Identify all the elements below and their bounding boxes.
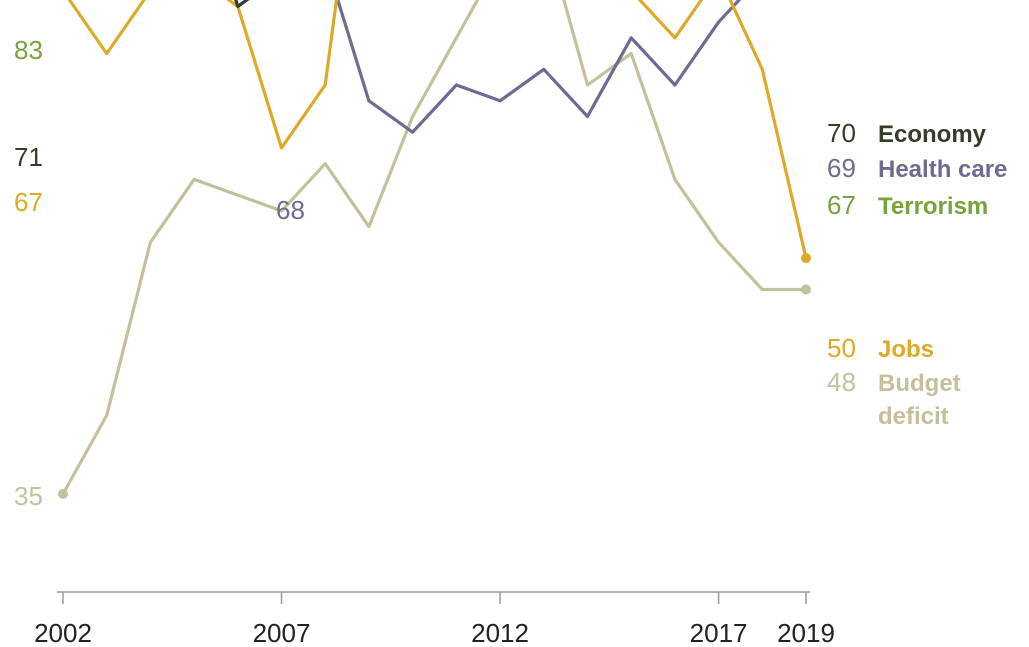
start-label-budget-deficit: 35: [14, 481, 43, 511]
end-value-terrorism: 67: [827, 190, 856, 220]
series-line-jobs: [67, 0, 808, 259]
x-tick-label-2007: 2007: [253, 618, 311, 647]
start-label-health-care: 68: [276, 195, 305, 225]
end-label-jobs: Jobs: [878, 336, 934, 363]
end-point-jobs: [801, 253, 811, 264]
start-label-economy: 71: [14, 142, 43, 172]
end-label-health-care: Health care: [878, 156, 1007, 183]
x-tick-label-2002: 2002: [34, 618, 92, 647]
end-point-budget-deficit: [801, 284, 811, 295]
start-point-budget-deficit: [58, 489, 68, 499]
start-label-terrorism: 83: [14, 35, 43, 65]
end-value-budget-deficit: 48: [827, 367, 856, 397]
end-value-economy: 70: [827, 118, 856, 148]
x-tick-label-2017: 2017: [690, 618, 748, 647]
start-label-jobs: 67: [14, 187, 43, 217]
end-label-budget-deficit-line2: deficit: [878, 403, 949, 430]
series-line-health-care: [336, 0, 742, 134]
series-line-economy: [234, 0, 250, 9]
series-lines: [58, 0, 811, 499]
x-tick-label-2019: 2019: [777, 618, 835, 647]
end-label-terrorism: Terrorism: [878, 193, 988, 220]
series-line-budget-deficit: [61, 0, 806, 495]
end-label-economy: Economy: [878, 121, 987, 148]
end-label-budget-deficit-line1: Budget: [878, 370, 961, 397]
end-value-health-care: 69: [827, 153, 856, 183]
x-tick-label-2012: 2012: [471, 618, 529, 647]
end-value-jobs: 50: [827, 333, 856, 363]
x-axis-ticks: 2002 2007 2012 2017 2019: [34, 592, 835, 647]
